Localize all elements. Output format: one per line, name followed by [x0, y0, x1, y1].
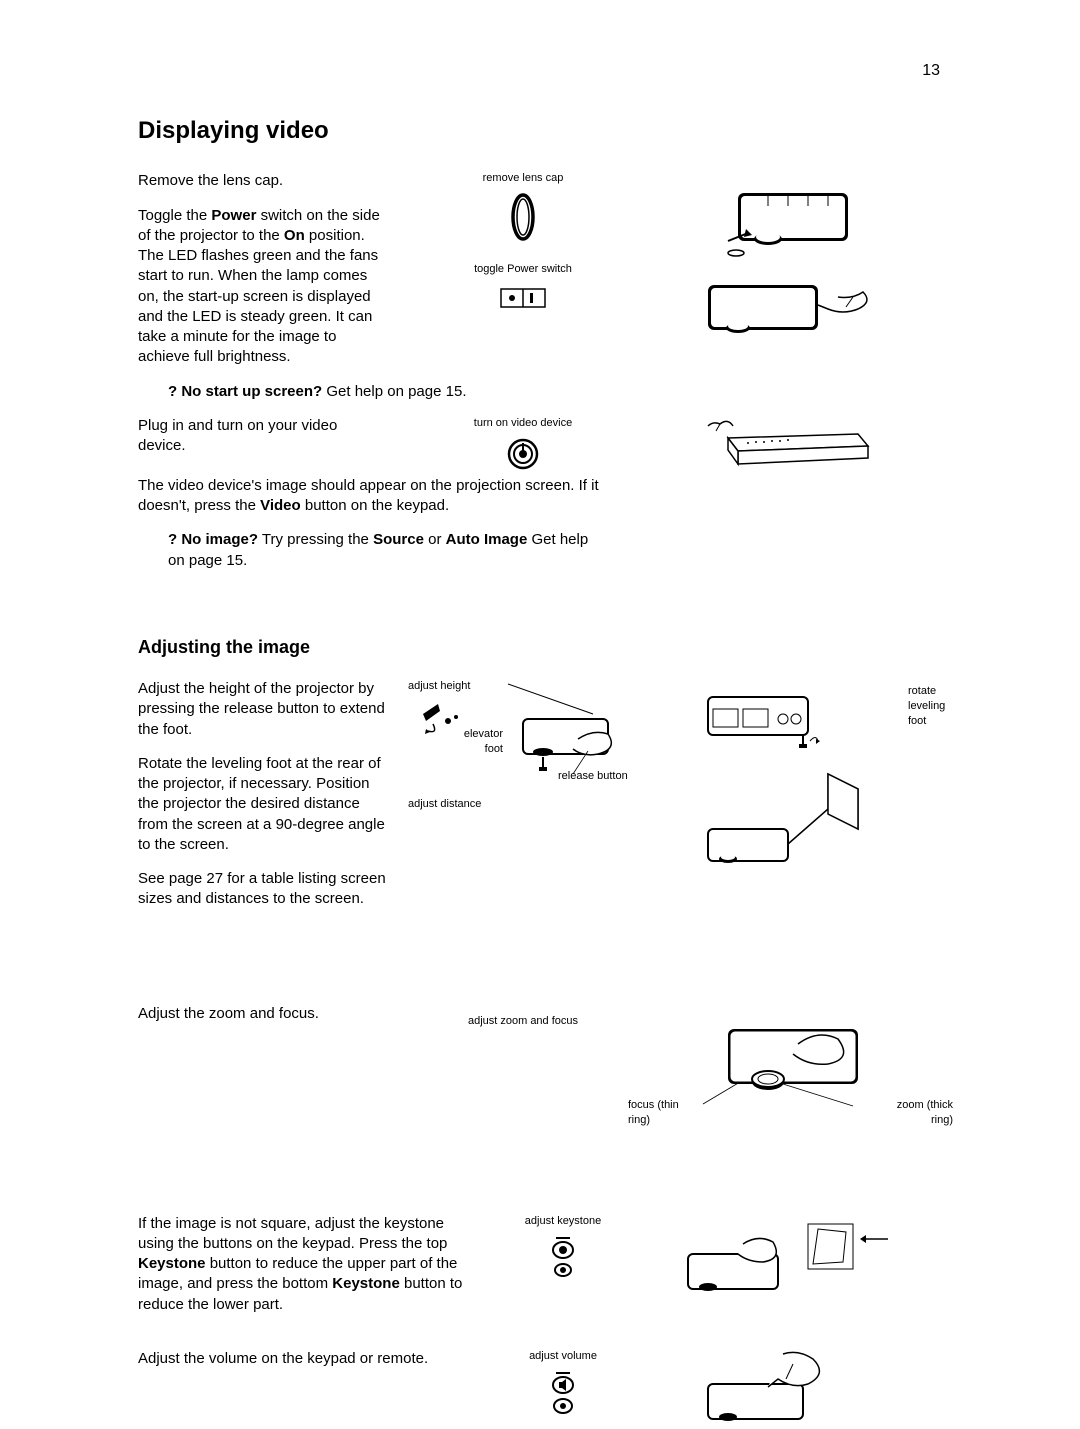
- projector-zoom-illustration: [688, 1004, 888, 1124]
- lens-cap-icon: [505, 192, 541, 242]
- caption-volume: adjust volume: [488, 1349, 638, 1364]
- caption-adjust-distance: adjust distance: [408, 797, 638, 812]
- para-rotate-foot: Rotate the leveling foot at the rear of …: [138, 754, 388, 855]
- text-bold: Auto Image: [446, 531, 528, 548]
- caption-adjust-height: adjust height: [408, 679, 470, 694]
- section-title-2: Adjusting the image: [138, 635, 938, 659]
- page-number: 13: [922, 60, 940, 82]
- volume-illustration: [698, 1349, 878, 1429]
- section-title-1: Displaying video: [138, 115, 938, 147]
- projector-distance-illustration: [698, 759, 878, 879]
- caption-power-switch: toggle Power switch: [408, 262, 638, 277]
- text-bold: Keystone: [332, 1275, 400, 1292]
- caption-release-button: release button: [558, 769, 628, 784]
- text-bold: ? No image?: [168, 531, 258, 548]
- projector-power-illustration: [698, 267, 878, 347]
- caption-rotate-foot: rotate leveling foot: [908, 684, 958, 729]
- para-zoom-focus: Adjust the zoom and focus.: [138, 1004, 388, 1024]
- caption-focus-ring: focus (thin ring): [628, 1098, 688, 1128]
- power-button-icon: [506, 437, 540, 471]
- para-plug-in: Plug in and turn on your video device.: [138, 416, 388, 457]
- page-content: Displaying video Remove the lens cap. To…: [138, 115, 938, 1429]
- keystone-buttons-icon: [548, 1235, 578, 1285]
- text: or: [424, 531, 446, 548]
- text-bold: ? No start up screen?: [168, 383, 322, 400]
- caption-lens-cap: remove lens cap: [408, 171, 638, 186]
- para-adjust-height: Adjust the height of the projector by pr…: [138, 679, 388, 740]
- text-bold: On: [284, 227, 305, 244]
- text-bold: Source: [373, 531, 424, 548]
- projector-lens-illustration: [708, 171, 868, 261]
- vcr-illustration: [698, 416, 878, 476]
- text-bold: Keystone: [138, 1255, 206, 1272]
- text: If the image is not square, adjust the k…: [138, 1215, 447, 1252]
- volume-buttons-icon: [548, 1370, 578, 1420]
- caption-keystone: adjust keystone: [488, 1214, 638, 1229]
- para-video-image: The video device's image should appear o…: [138, 476, 638, 517]
- elevator-foot-icon: [418, 699, 468, 739]
- para-keystone: If the image is not square, adjust the k…: [138, 1214, 468, 1315]
- text: button on the keypad.: [301, 497, 449, 514]
- para-volume: Adjust the volume on the keypad or remot…: [138, 1349, 468, 1369]
- text: Try pressing the: [258, 531, 373, 548]
- para-remove-lens: Remove the lens cap.: [138, 171, 388, 191]
- text-bold: Power: [211, 207, 256, 224]
- para-toggle-power: Toggle the Power switch on the side of t…: [138, 206, 388, 368]
- caption-zoom-ring: zoom (thick ring): [893, 1098, 953, 1128]
- keystone-illustration: [678, 1214, 898, 1304]
- tip-no-image: ? No image? Try pressing the Source or A…: [168, 530, 608, 571]
- projector-rear-illustration: [698, 679, 878, 759]
- caption-zoom-focus: adjust zoom and focus: [408, 1014, 638, 1029]
- caption-turn-on-video: turn on video device: [408, 416, 638, 431]
- tip-no-startup: ? No start up screen? Get help on page 1…: [168, 382, 608, 402]
- text: Get help on page 15.: [322, 383, 466, 400]
- text: Toggle the: [138, 207, 211, 224]
- text-bold: Video: [260, 497, 301, 514]
- power-switch-icon: [493, 283, 553, 313]
- text: position. The LED flashes green and the …: [138, 227, 378, 366]
- para-see-table: See page 27 for a table listing screen s…: [138, 869, 388, 910]
